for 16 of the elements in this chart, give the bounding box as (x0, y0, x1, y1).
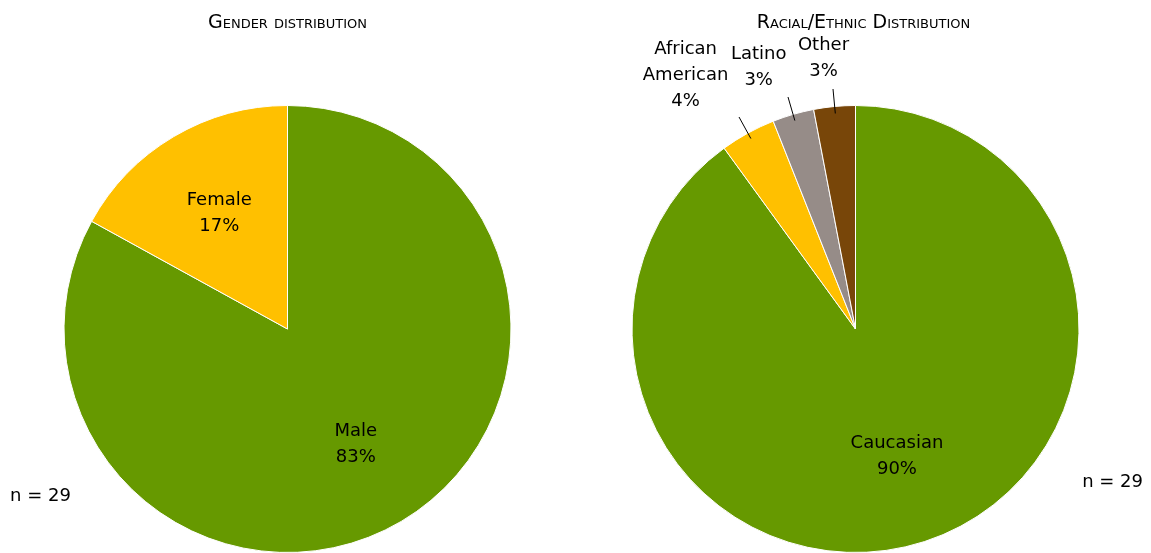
data-label: 90% (876, 457, 917, 479)
slice-label: Other (797, 32, 850, 54)
chart-title: Gender distribution (207, 10, 368, 32)
slice-label: Caucasian (850, 431, 944, 453)
data-label: 3% (809, 58, 838, 80)
text: n = 29 (10, 484, 71, 505)
slice-label: Latino (730, 41, 787, 63)
slice-label: Male (334, 419, 378, 441)
text: n = 29 (1082, 470, 1143, 491)
data-label: 4% (671, 89, 700, 111)
slice-label: African American (642, 37, 729, 85)
slice-label: Female (186, 188, 252, 210)
data-label: 83% (335, 445, 376, 467)
data-label: 3% (744, 67, 773, 89)
data-label: 17% (199, 214, 240, 236)
chart-title: Racial/Ethnic Distribution (755, 10, 972, 32)
